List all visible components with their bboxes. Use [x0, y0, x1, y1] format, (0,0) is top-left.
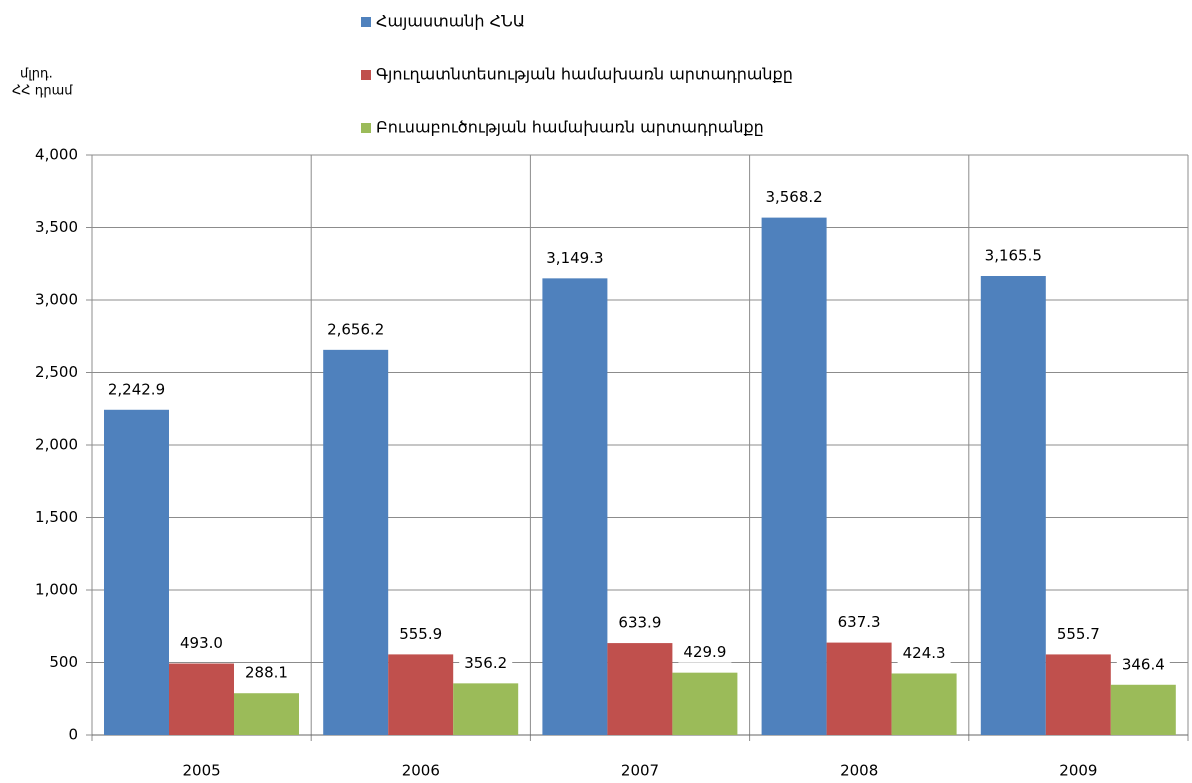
y-tick-label: 3,000 — [35, 291, 78, 309]
value-label: 356.2 — [464, 654, 507, 672]
bar — [323, 349, 389, 735]
value-label: 3,149.3 — [546, 249, 603, 267]
y-tick-label: 4,000 — [35, 146, 78, 164]
bar — [542, 278, 608, 735]
y-axis-label: մլրդ. — [20, 67, 53, 82]
value-label: 555.9 — [399, 625, 442, 643]
y-tick-label: 1,500 — [35, 508, 78, 526]
bar — [104, 409, 169, 735]
bar — [169, 663, 234, 735]
value-label: 3,165.5 — [985, 247, 1042, 265]
bar — [980, 276, 1046, 735]
legend-swatch — [361, 123, 371, 133]
x-tick-label: 2006 — [402, 762, 440, 780]
value-label: 346.4 — [1122, 655, 1165, 673]
value-label-bg — [613, 613, 667, 634]
value-label-bg — [394, 624, 448, 645]
bar — [453, 683, 519, 735]
x-tick-label: 2007 — [621, 762, 659, 780]
bar — [1110, 684, 1176, 735]
value-label-bg — [832, 612, 886, 633]
value-label: 633.9 — [618, 614, 661, 632]
legend-label: Բուսաբուծության համախառն արտադրանքը — [376, 118, 764, 137]
bar — [761, 217, 827, 736]
bar — [607, 643, 673, 735]
x-tick-label: 2009 — [1059, 762, 1097, 780]
value-label: 2,656.2 — [327, 320, 384, 338]
value-label-bg — [897, 643, 951, 664]
bar — [1045, 654, 1111, 735]
legend-swatch — [361, 17, 371, 27]
value-label: 555.7 — [1057, 625, 1100, 643]
y-tick-label: 3,500 — [35, 218, 78, 236]
value-label: 429.9 — [683, 643, 726, 661]
value-label: 2,242.9 — [108, 380, 165, 398]
y-tick-label: 2,000 — [35, 436, 78, 454]
y-tick-label: 0 — [68, 726, 78, 744]
y-tick-label: 500 — [49, 653, 78, 671]
bar — [826, 642, 892, 735]
value-label: 637.3 — [838, 613, 881, 631]
bar — [672, 672, 738, 735]
bar — [234, 693, 299, 735]
value-label-bg — [175, 633, 228, 654]
value-label: 3,568.2 — [765, 188, 822, 206]
value-label-bg — [240, 663, 293, 684]
y-axis-label: ՀՀ դրամ — [12, 84, 73, 99]
value-label-bg — [459, 653, 513, 674]
value-label-bg — [1051, 624, 1105, 645]
value-label: 493.0 — [180, 634, 223, 652]
value-label-bg — [1116, 654, 1170, 675]
value-label: 288.1 — [245, 664, 288, 682]
y-tick-label: 1,000 — [35, 581, 78, 599]
x-tick-label: 2008 — [840, 762, 878, 780]
x-tick-label: 2005 — [183, 762, 221, 780]
y-tick-label: 2,500 — [35, 363, 78, 381]
legend-label: Հայաստանի ՀՆԱ — [376, 12, 525, 31]
legend-swatch — [361, 70, 371, 80]
value-label-bg — [678, 642, 732, 663]
legend-label: Գյուղատնտեսության համախառն արտադրանքը — [376, 65, 793, 84]
bar — [388, 654, 454, 735]
value-label: 424.3 — [903, 644, 946, 662]
bar — [891, 673, 957, 735]
